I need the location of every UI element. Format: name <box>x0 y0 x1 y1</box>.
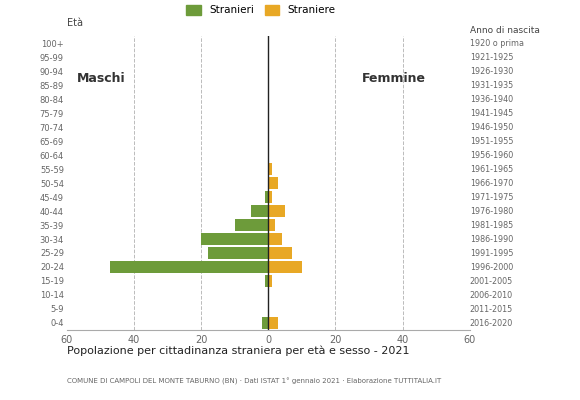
Text: 1921-1925: 1921-1925 <box>470 52 513 62</box>
Text: 2011-2015: 2011-2015 <box>470 304 513 314</box>
Text: 1931-1935: 1931-1935 <box>470 80 513 90</box>
Text: 1996-2000: 1996-2000 <box>470 262 513 272</box>
Text: 1946-1950: 1946-1950 <box>470 122 513 132</box>
Text: 1961-1965: 1961-1965 <box>470 164 513 174</box>
Bar <box>268 178 278 189</box>
Bar <box>268 234 282 245</box>
Bar <box>201 234 268 245</box>
Bar <box>208 247 268 259</box>
Text: Popolazione per cittadinanza straniera per età e sesso - 2021: Popolazione per cittadinanza straniera p… <box>67 346 409 356</box>
Text: Maschi: Maschi <box>77 72 125 84</box>
Legend: Stranieri, Straniere: Stranieri, Straniere <box>186 5 336 16</box>
Text: 1981-1985: 1981-1985 <box>470 220 513 230</box>
Text: 1976-1980: 1976-1980 <box>470 206 513 216</box>
Text: 1941-1945: 1941-1945 <box>470 108 513 118</box>
Bar <box>110 262 268 273</box>
Bar <box>268 220 275 230</box>
Bar <box>265 192 268 203</box>
Bar <box>235 220 268 230</box>
Bar <box>262 318 268 329</box>
Text: 1920 o prima: 1920 o prima <box>470 38 524 48</box>
Bar <box>268 275 271 286</box>
Text: 1926-1930: 1926-1930 <box>470 66 513 76</box>
Bar <box>268 206 285 217</box>
Bar <box>265 275 268 286</box>
Text: Età: Età <box>67 18 83 28</box>
Text: 1956-1960: 1956-1960 <box>470 150 513 160</box>
Bar <box>268 164 271 175</box>
Text: 1971-1975: 1971-1975 <box>470 192 513 202</box>
Text: 1991-1995: 1991-1995 <box>470 248 513 258</box>
Text: Femmine: Femmine <box>362 72 426 84</box>
Text: 1951-1955: 1951-1955 <box>470 136 513 146</box>
Text: 2001-2005: 2001-2005 <box>470 276 513 286</box>
Text: COMUNE DI CAMPOLI DEL MONTE TABURNO (BN) · Dati ISTAT 1° gennaio 2021 · Elaboraz: COMUNE DI CAMPOLI DEL MONTE TABURNO (BN)… <box>67 378 441 385</box>
Bar <box>268 262 302 273</box>
Bar <box>252 206 268 217</box>
Text: Anno di nascita: Anno di nascita <box>470 26 539 35</box>
Bar <box>268 318 278 329</box>
Text: 1966-1970: 1966-1970 <box>470 178 513 188</box>
Bar <box>268 247 292 259</box>
Text: 1986-1990: 1986-1990 <box>470 234 513 244</box>
Text: 1936-1940: 1936-1940 <box>470 94 513 104</box>
Text: 2016-2020: 2016-2020 <box>470 318 513 328</box>
Text: 2006-2010: 2006-2010 <box>470 290 513 300</box>
Bar <box>268 192 271 203</box>
